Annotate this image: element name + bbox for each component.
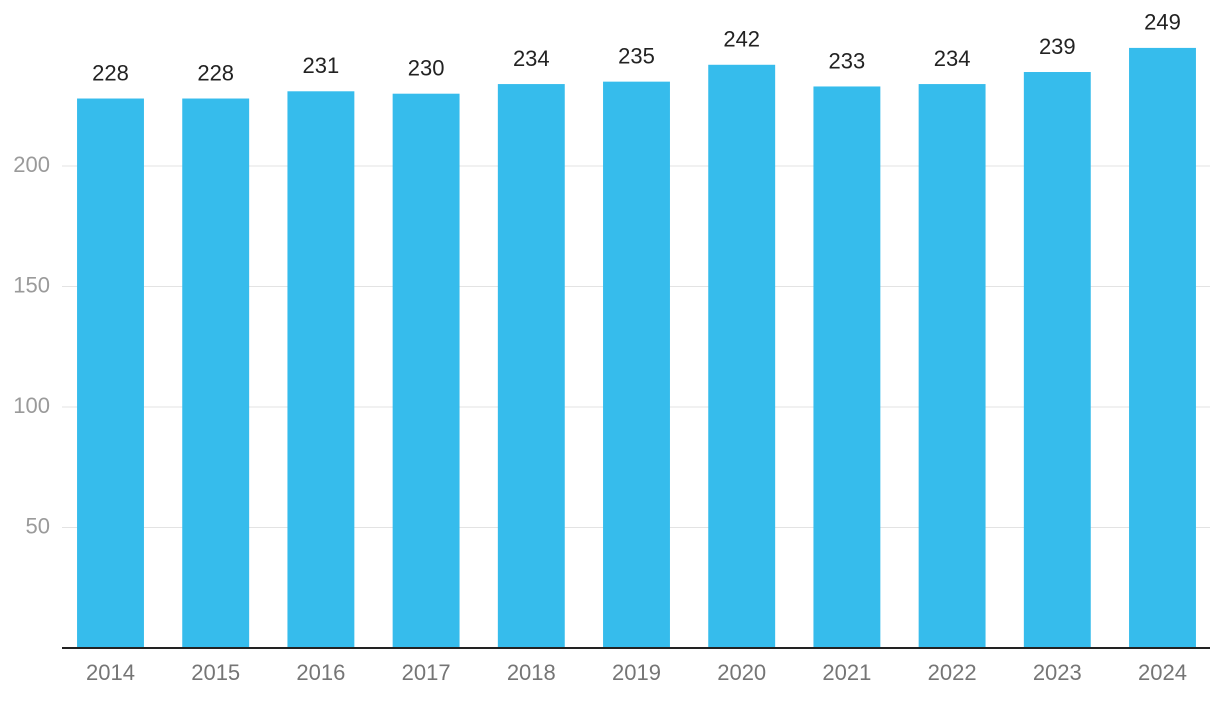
bar	[392, 93, 460, 648]
bar	[182, 98, 250, 648]
y-tick-label: 150	[13, 272, 50, 297]
value-label: 234	[934, 46, 971, 71]
value-label: 231	[303, 53, 340, 78]
x-tick-label: 2015	[191, 660, 240, 685]
bar	[287, 91, 355, 649]
value-label: 234	[513, 46, 550, 71]
value-label: 239	[1039, 34, 1076, 59]
value-label: 235	[618, 43, 655, 68]
bar	[77, 98, 144, 648]
bar	[708, 64, 776, 648]
bar	[1023, 72, 1091, 648]
x-tick-label: 2014	[86, 660, 135, 685]
x-tick-label: 2016	[296, 660, 345, 685]
value-label: 230	[408, 56, 445, 81]
x-tick-label: 2018	[507, 660, 556, 685]
x-tick-label: 2019	[612, 660, 661, 685]
bar	[603, 81, 670, 648]
y-tick-label: 200	[13, 152, 50, 177]
value-label: 228	[197, 60, 234, 85]
x-tick-label: 2024	[1138, 660, 1187, 685]
bar	[497, 84, 565, 648]
x-tick-label: 2020	[717, 660, 766, 685]
y-tick-label: 100	[13, 393, 50, 418]
bar	[813, 86, 881, 649]
bar	[1129, 47, 1196, 649]
value-label: 233	[829, 48, 866, 73]
x-tick-label: 2023	[1033, 660, 1082, 685]
value-label: 228	[92, 60, 129, 85]
value-label: 249	[1144, 10, 1181, 35]
x-tick-label: 2017	[402, 660, 451, 685]
y-tick-label: 50	[26, 513, 50, 538]
bar	[918, 84, 986, 648]
x-tick-label: 2022	[928, 660, 977, 685]
value-label: 242	[723, 27, 760, 52]
x-tick-label: 2021	[822, 660, 871, 685]
